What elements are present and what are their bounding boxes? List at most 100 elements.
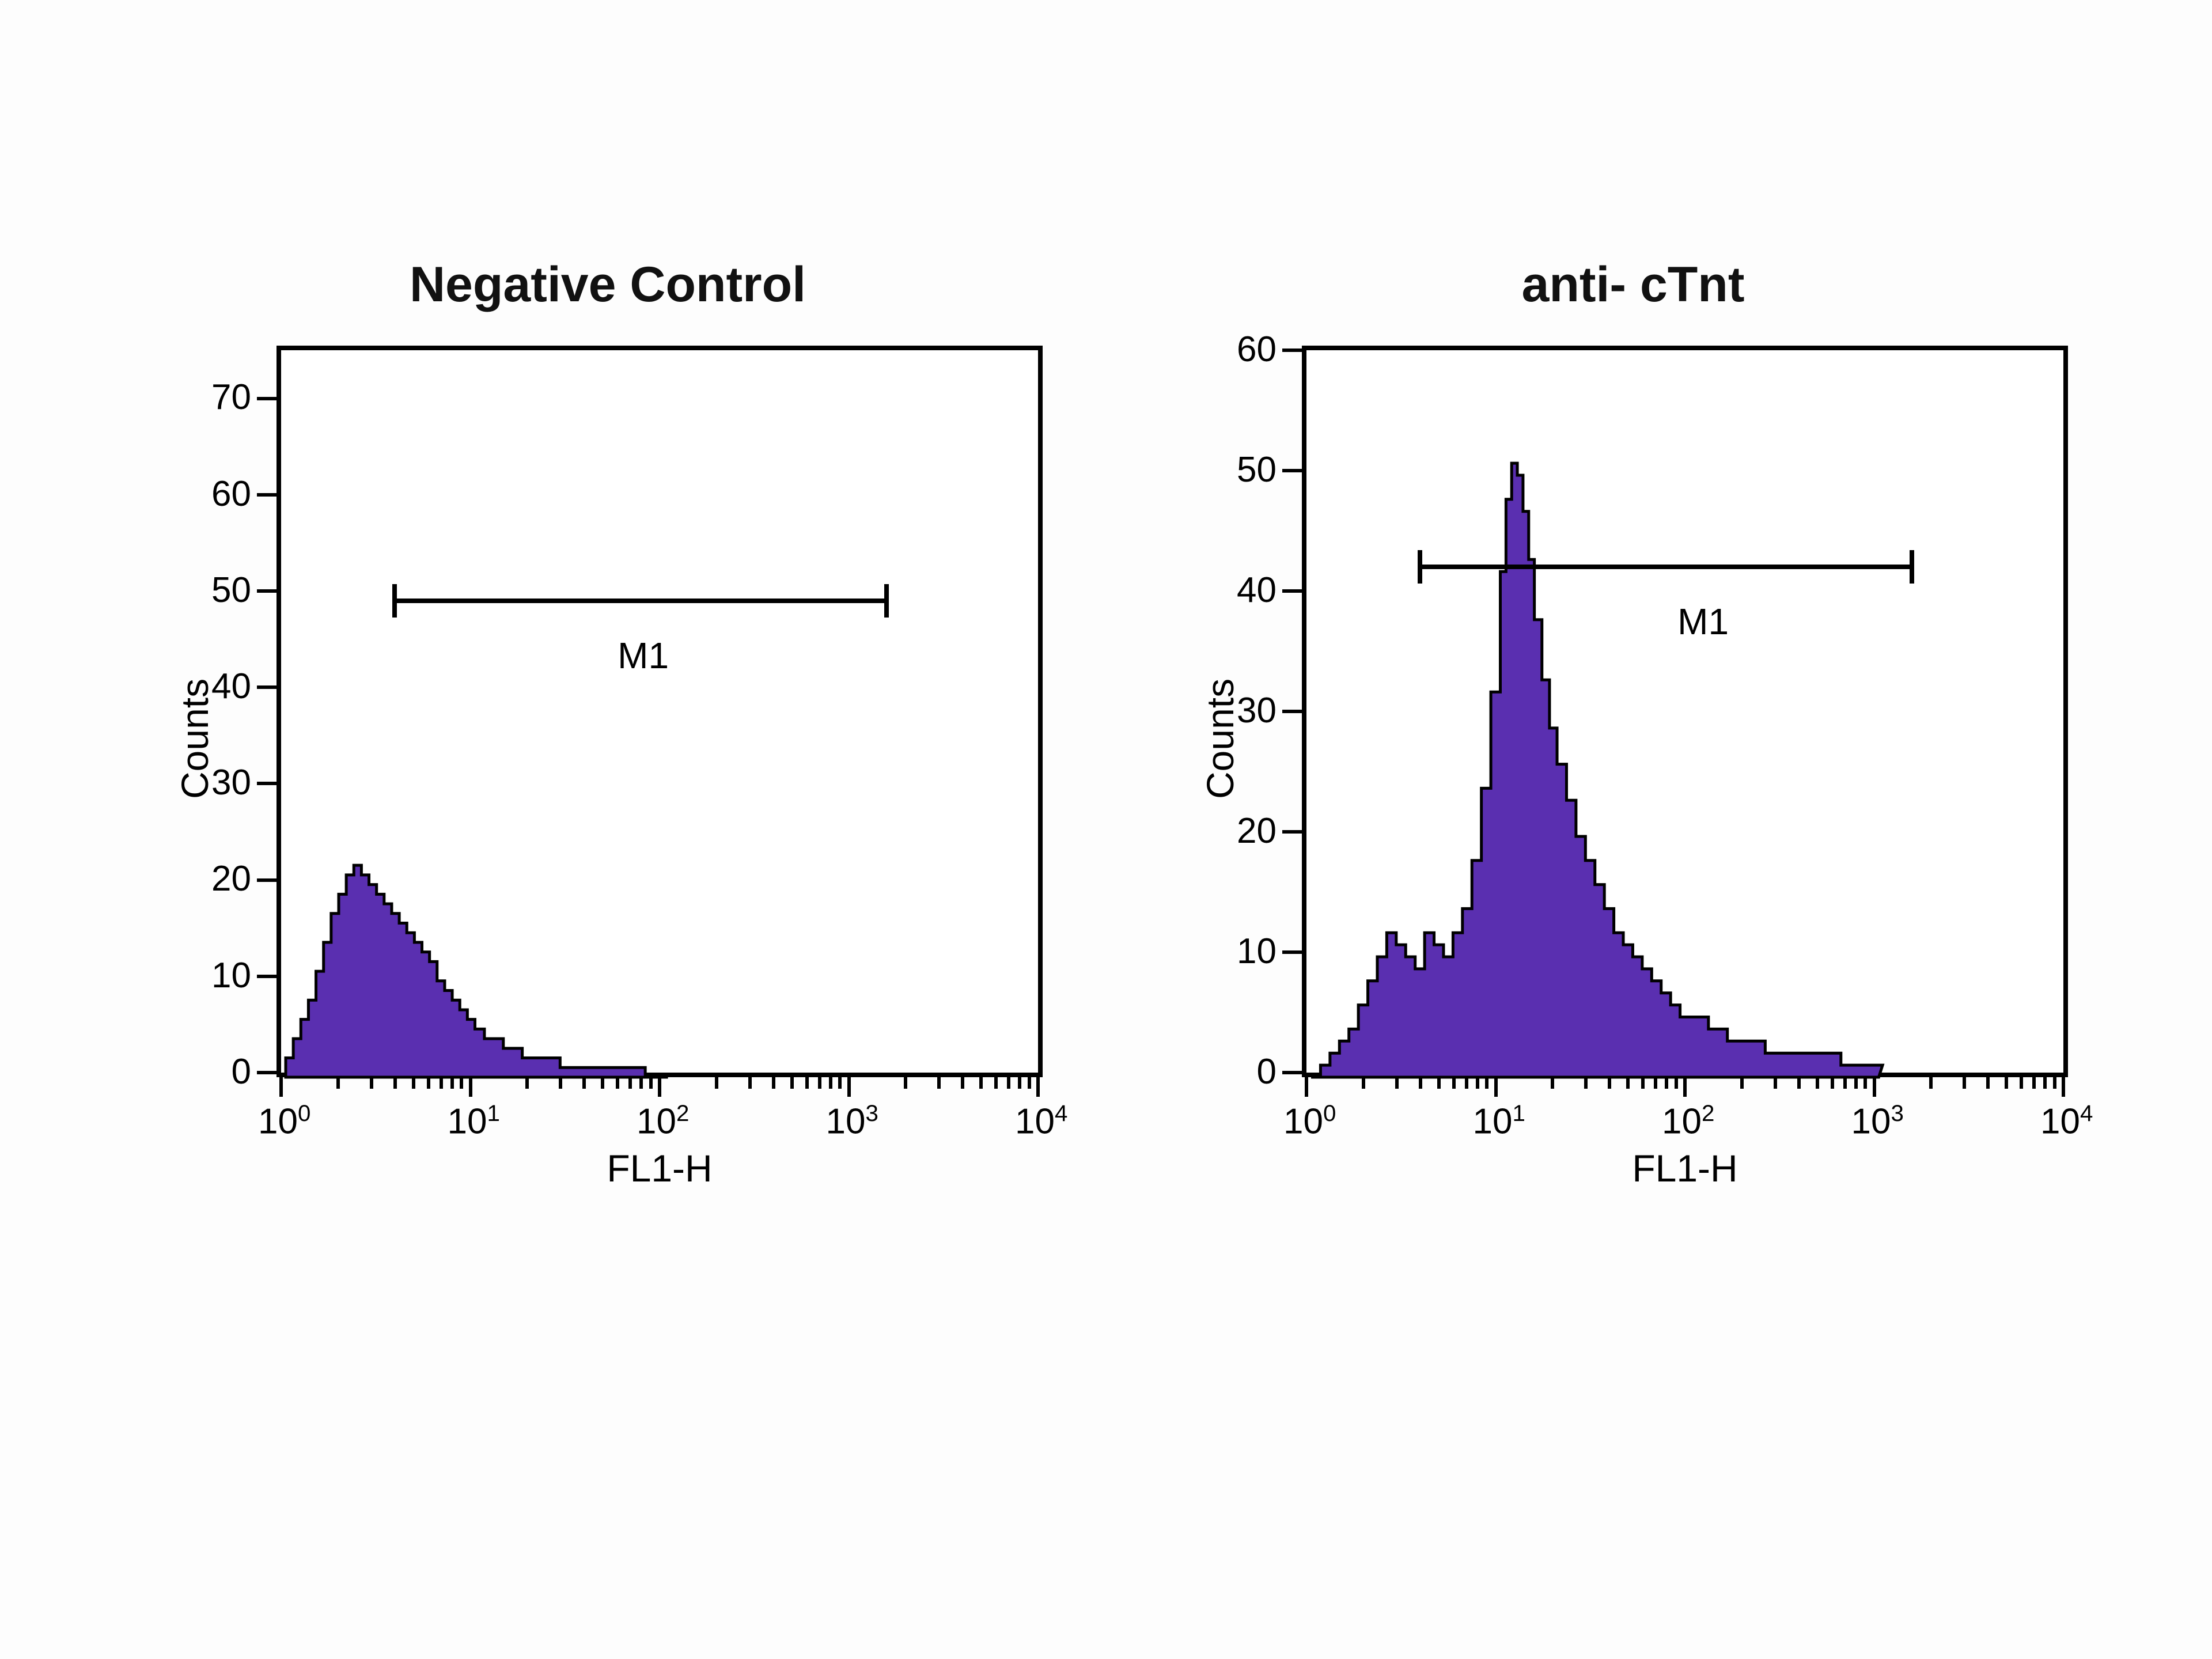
panel-title: Negative Control bbox=[150, 256, 1066, 313]
xtick-minor-mark bbox=[460, 1077, 463, 1089]
xtick-minor-mark bbox=[1362, 1077, 1365, 1089]
xtick-minor-mark bbox=[1654, 1077, 1657, 1089]
ytick-mark bbox=[257, 975, 276, 978]
xtick-minor-mark bbox=[1929, 1077, 1933, 1089]
xtick-minor-mark bbox=[1419, 1077, 1422, 1089]
xtick-minor-mark bbox=[412, 1077, 415, 1089]
xtick-minor-mark bbox=[790, 1077, 794, 1089]
ytick-mark bbox=[1282, 469, 1302, 472]
histogram-fill bbox=[286, 865, 668, 1077]
ytick-label: 20 bbox=[211, 858, 251, 899]
xtick-minor-mark bbox=[2053, 1077, 2056, 1089]
xtick-minor-mark bbox=[2005, 1077, 2008, 1089]
xtick-minor-mark bbox=[904, 1077, 907, 1089]
xtick-major-mark bbox=[2062, 1077, 2065, 1097]
xtick-minor-mark bbox=[1963, 1077, 1966, 1089]
ytick-mark bbox=[1282, 830, 1302, 834]
ytick-label: 20 bbox=[1237, 810, 1277, 851]
ytick-mark bbox=[257, 493, 276, 497]
xtick-minor-mark bbox=[450, 1077, 454, 1089]
xtick-label: 101 bbox=[448, 1100, 500, 1142]
marker-range-line bbox=[1420, 565, 1912, 569]
xtick-major-mark bbox=[1036, 1077, 1040, 1097]
xtick-major-mark bbox=[847, 1077, 851, 1097]
xtick-major-mark bbox=[469, 1077, 472, 1097]
ytick-mark bbox=[1282, 589, 1302, 593]
ytick-label: 60 bbox=[1237, 329, 1277, 370]
xtick-minor-mark bbox=[1986, 1077, 1990, 1089]
ytick-mark bbox=[1282, 349, 1302, 352]
ytick-label: 0 bbox=[232, 1051, 251, 1092]
xtick-minor-mark bbox=[772, 1077, 775, 1089]
plot-frame bbox=[1302, 346, 2068, 1077]
xtick-minor-mark bbox=[961, 1077, 964, 1089]
xtick-minor-mark bbox=[1843, 1077, 1847, 1089]
xtick-minor-mark bbox=[1551, 1077, 1554, 1089]
xtick-major-mark bbox=[279, 1077, 283, 1097]
xtick-minor-mark bbox=[715, 1077, 718, 1089]
marker-range-label: M1 bbox=[1677, 600, 1729, 643]
xtick-minor-mark bbox=[1774, 1077, 1777, 1089]
xtick-minor-mark bbox=[994, 1077, 998, 1089]
xtick-minor-mark bbox=[1863, 1077, 1867, 1089]
xtick-minor-mark bbox=[1028, 1077, 1031, 1089]
page-root: Negative Control010203040506070Counts100… bbox=[0, 0, 2212, 1659]
xtick-label: 104 bbox=[2040, 1100, 2093, 1142]
xtick-minor-mark bbox=[393, 1077, 397, 1089]
xtick-minor-mark bbox=[582, 1077, 586, 1089]
xtick-minor-mark bbox=[1626, 1077, 1630, 1089]
xtick-label: 103 bbox=[826, 1100, 878, 1142]
plot-frame bbox=[276, 346, 1043, 1077]
xtick-minor-mark bbox=[1675, 1077, 1678, 1089]
xtick-minor-mark bbox=[1465, 1077, 1468, 1089]
marker-range-label: M1 bbox=[618, 634, 669, 677]
xtick-label: 102 bbox=[637, 1100, 689, 1142]
xtick-minor-mark bbox=[937, 1077, 941, 1089]
xtick-minor-mark bbox=[2032, 1077, 2036, 1089]
x-axis-title: FL1-H bbox=[1302, 1146, 2068, 1190]
xtick-minor-mark bbox=[649, 1077, 653, 1089]
marker-range-cap bbox=[1418, 550, 1422, 584]
xtick-major-mark bbox=[1683, 1077, 1687, 1097]
xtick-minor-mark bbox=[1854, 1077, 1858, 1089]
ytick-mark bbox=[257, 397, 276, 400]
xtick-minor-mark bbox=[336, 1077, 340, 1089]
marker-range-cap bbox=[884, 584, 889, 618]
xtick-label: 102 bbox=[1662, 1100, 1714, 1142]
xtick-minor-mark bbox=[2020, 1077, 2023, 1089]
ytick-mark bbox=[257, 782, 276, 785]
xtick-minor-mark bbox=[1018, 1077, 1021, 1089]
panels-container: Negative Control010203040506070Counts100… bbox=[150, 323, 2091, 1290]
ytick-label: 10 bbox=[1237, 931, 1277, 972]
xtick-minor-mark bbox=[1608, 1077, 1611, 1089]
xtick-minor-mark bbox=[601, 1077, 604, 1089]
xtick-minor-mark bbox=[440, 1077, 443, 1089]
xtick-minor-mark bbox=[805, 1077, 809, 1089]
histogram-svg bbox=[286, 355, 1043, 1077]
ytick-mark bbox=[257, 1071, 276, 1074]
flow-histogram-panel: Negative Control010203040506070Counts100… bbox=[150, 323, 1066, 1290]
xtick-minor-mark bbox=[559, 1077, 562, 1089]
xtick-minor-mark bbox=[616, 1077, 619, 1089]
xtick-minor-mark bbox=[1584, 1077, 1588, 1089]
panel-title: anti- cTnt bbox=[1175, 256, 2091, 313]
xtick-minor-mark bbox=[1665, 1077, 1668, 1089]
ytick-label: 40 bbox=[1237, 570, 1277, 611]
xtick-label: 101 bbox=[1473, 1100, 1525, 1142]
xtick-minor-mark bbox=[748, 1077, 752, 1089]
xtick-minor-mark bbox=[1797, 1077, 1801, 1089]
xtick-minor-mark bbox=[639, 1077, 643, 1089]
xtick-minor-mark bbox=[525, 1077, 529, 1089]
x-axis-title: FL1-H bbox=[276, 1146, 1043, 1190]
histogram-svg bbox=[1311, 355, 2068, 1077]
xtick-minor-mark bbox=[1007, 1077, 1010, 1089]
marker-range-line bbox=[395, 599, 887, 603]
ytick-label: 30 bbox=[1237, 690, 1277, 731]
histogram-fill bbox=[1311, 463, 1883, 1077]
ytick-label: 30 bbox=[211, 762, 251, 803]
xtick-minor-mark bbox=[1740, 1077, 1744, 1089]
flow-histogram-panel: anti- cTnt0102030405060Counts10010110210… bbox=[1175, 323, 2091, 1290]
xtick-major-mark bbox=[1494, 1077, 1498, 1097]
ytick-mark bbox=[1282, 950, 1302, 954]
ytick-mark bbox=[257, 685, 276, 689]
